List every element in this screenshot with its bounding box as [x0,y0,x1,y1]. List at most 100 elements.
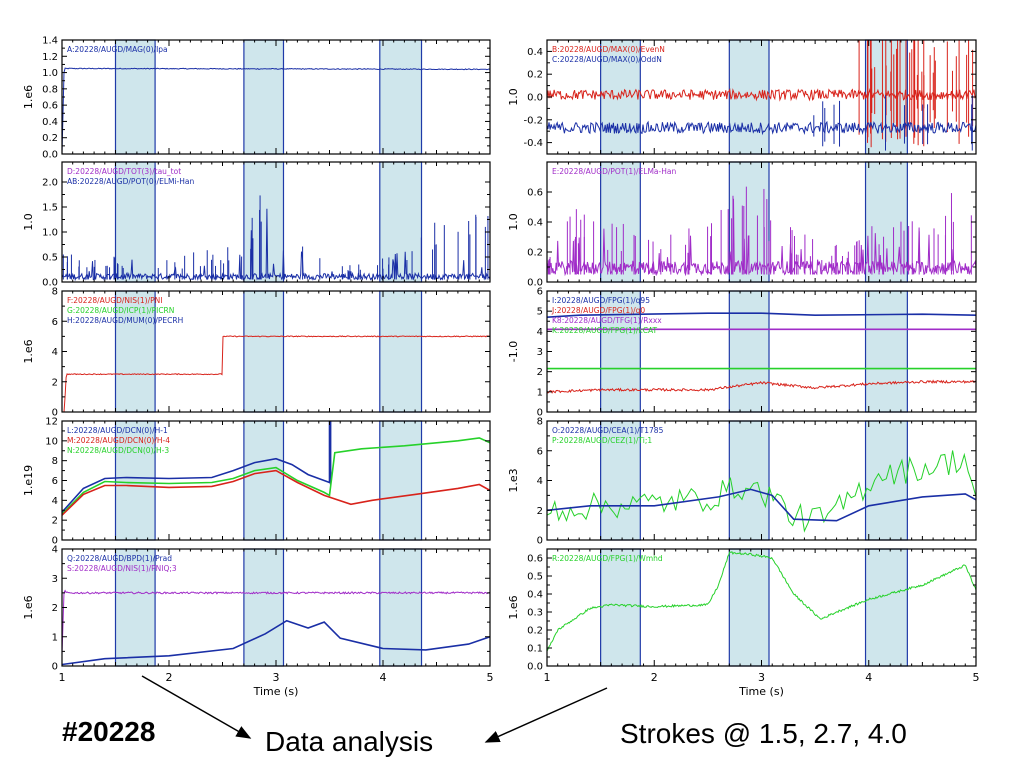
legend-entry: M:20228/AUGD/DCN(0)/H-4 [67,436,170,445]
y-tick-label: 0.8 [42,84,58,95]
y-tick-label: 0.5 [527,572,543,583]
strokes-label: Strokes @ 1.5, 2.7, 4.0 [620,718,907,749]
stroke-band-3 [379,548,423,667]
x-tick-label: 5 [973,671,980,684]
y-tick-label: 2 [537,367,543,378]
series-line-1 [547,450,976,533]
series-line-1 [62,208,490,282]
arrow-left [141,675,252,739]
y-tick-label: 4 [537,327,543,338]
legend-entry: N:20228/AUGD/DCN(0)/H-3 [67,446,169,455]
y-tick-label: 6 [537,287,543,298]
y-tick-label: 10 [45,436,58,447]
series-line-1 [62,421,332,513]
y-tick-label: 0.2 [527,70,543,81]
arrow-right [484,687,608,743]
stroke-band-2 [728,39,770,155]
y-tick-label: 2 [52,603,58,614]
legend-entry: I:20228/AUGD/FPG(1)/q95 [552,296,650,305]
series-line-1 [547,87,976,102]
y-tick-label: 0.6 [42,101,58,112]
legend-entry: K:20228/AUGD/FPG(1)/kCAT [552,326,657,335]
stroke-band-1 [600,290,641,413]
y-tick-label: 8 [52,287,58,298]
y-tick-label: 0.4 [527,590,543,601]
panel-left-2: 0.0 0.5 1.0 1.5 2.0 1.0 D:20228/AUGD/TOT(3)/ta… [22,161,491,289]
y-tick-label: 0.5 [42,253,58,264]
legend-entry: D:20228/AUGD/TOT(3)/tau_tot [67,167,181,176]
y-tick-label: 8 [537,417,543,428]
y-axis-label: 1.0 [22,213,35,231]
stroke-band-2 [243,161,285,283]
y-axis-label: 1.0 [507,88,520,106]
y-tick-label: 1 [537,387,543,398]
stroke-band-3 [864,548,908,667]
y-tick-label: 1.0 [42,228,58,239]
y-tick-label: 5 [537,307,543,318]
y-tick-label: 1.2 [42,52,58,63]
stroke-band-3 [379,290,423,413]
stroke-band-1 [114,420,156,541]
x-axis-label: Time (s) [253,685,299,698]
series-line-1 [62,335,490,412]
y-tick-label: 0.1 [527,644,543,655]
y-tick-label: 0.2 [527,626,543,637]
y-tick-label: 4 [52,496,58,507]
stroke-band-2 [728,290,770,413]
series-line-2 [62,619,490,666]
legend-entry: H:20228/AUGD/MUM(0)/PECRH [67,316,183,325]
stroke-band-2 [728,420,770,541]
x-tick-label: 3 [273,671,280,684]
y-tick-label: 0 [52,662,58,673]
panel-right-1: -0.4 -0.2 0.0 0.2 0.4 1.0 B:20228/AUGD/MAX(0)/… [507,39,977,155]
legend-entry: A:20228/AUGD/MAG(0)/Ipa [67,45,168,54]
y-tick-label: 0.2 [42,133,58,144]
stroke-band-3 [379,420,423,541]
stroke-band-3 [379,39,423,155]
series-line-4 [547,379,976,394]
stroke-band-1 [114,39,156,155]
y-tick-label: 0.0 [527,278,543,289]
y-axis-label: 1.0 [507,213,520,231]
y-tick-label: 1.4 [42,36,58,47]
x-tick-label: 3 [758,671,765,684]
y-tick-label: 0.2 [527,248,543,259]
y-tick-label: 3 [52,574,58,585]
y-axis-label: 1.e3 [507,468,520,492]
x-tick-label: 5 [487,671,494,684]
stroke-band-2 [243,548,285,667]
legend-entry: Q:20228/AUGD/BPD(1)/Prad [67,554,172,563]
series-line-1 [62,67,490,154]
legend-entry: K8:20228/AUGD/TFG(1)/Rxxx [552,316,662,325]
x-tick-label: 1 [59,671,66,684]
y-tick-label: 0.0 [42,150,58,161]
stroke-band-1 [114,290,156,413]
shot-number-label: #20228 [62,716,156,747]
panel-right-2: 0.0 0.2 0.4 0.6 1.0 E:20228/AUGD/POT(1)/ELMa-… [507,161,977,289]
y-axis-label: 1.e6 [22,85,35,109]
y-tick-label: 8 [52,456,58,467]
series-line-2 [62,437,490,515]
stroke-band-3 [379,161,423,283]
y-tick-label: 12 [45,417,58,428]
panel-left-3: 0 2 4 6 8 1.e6 F:20228/AUGD/NIS(1)/PNIG:20228/… [22,287,491,419]
x-tick-label: 4 [865,671,872,684]
y-tick-label: 0 [537,408,543,419]
stroke-band-2 [243,39,285,155]
x-tick-label: 4 [380,671,387,684]
x-axis-label: Time (s) [738,685,784,698]
y-tick-label: 0 [52,408,58,419]
stroke-band-2 [728,548,770,667]
x-tick-label: 2 [651,671,658,684]
y-tick-label: 0 [52,536,58,547]
y-tick-label: 4 [52,347,58,358]
stroke-band-2 [243,290,285,413]
y-tick-label: 1.0 [42,68,58,79]
y-tick-label: 6 [52,476,58,487]
y-tick-label: 0.6 [527,554,543,565]
legend-entry: E:20228/AUGD/POT(1)/ELMa-Han [552,167,676,176]
y-tick-label: 4 [52,545,58,556]
legend-entry: AB:20228/AUGD/POT(0)/ELMi-Han [67,177,194,186]
